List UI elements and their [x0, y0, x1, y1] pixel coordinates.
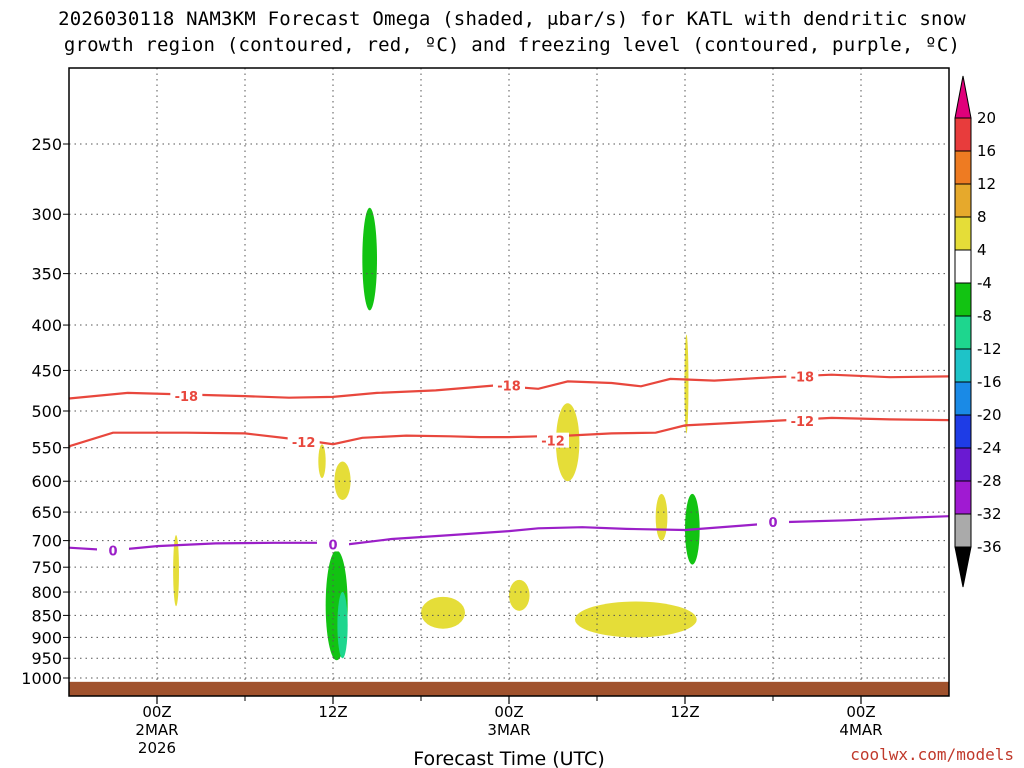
contour-lines: 0 0 0 -18 -18 -18 -12 -12 -12	[68, 368, 950, 559]
omega-region-7	[421, 596, 465, 629]
colorbar: 20 16 12 8 4 -4 -8 -12 -16 -20 -24 -28 -32 -36	[954, 75, 1002, 588]
chart-title-line-1: 2026030118 NAM3KM Forecast Omega (shaded…	[58, 8, 966, 30]
colorbar-swatch-4	[954, 216, 972, 251]
colorbar-label-10: -24	[977, 439, 1002, 457]
colorbar-swatch-9	[954, 381, 972, 416]
colorbar-bottom-arrow	[954, 546, 972, 588]
y-tick-label-500: 500	[31, 402, 62, 421]
colorbar-label-7: -12	[977, 340, 1002, 358]
contour-label-bg-2-1	[537, 432, 569, 448]
colorbar-label-12: -32	[977, 505, 1002, 523]
colorbar-swatch-7	[954, 315, 972, 350]
colorbar-label-5: -4	[977, 274, 992, 292]
ground-surface	[69, 681, 949, 696]
omega-region-8	[509, 579, 530, 611]
contour-label-bg-0-1	[317, 536, 349, 552]
contour-label-bg-1-0	[170, 388, 203, 404]
y-tick-label-900: 900	[31, 628, 62, 647]
colorbar-label-3: 8	[977, 208, 987, 226]
colorbar-top-arrow	[954, 75, 972, 119]
x-tick-year-0: 2026	[138, 739, 176, 757]
y-tick-label-700: 700	[31, 532, 62, 551]
y-tick-label-650: 650	[31, 503, 62, 522]
y-tick-label-600: 600	[31, 472, 62, 491]
contour-label-bg-2-0	[287, 434, 320, 450]
contour-label-2-0: -12	[292, 436, 316, 451]
colorbar-swatch-6	[954, 282, 972, 317]
omega-region-12	[684, 334, 689, 434]
x-tick-label-0: 00Z	[142, 703, 171, 721]
y-tick-label-400: 400	[31, 316, 62, 335]
grid-lines	[69, 68, 949, 696]
colorbar-label-4: 4	[977, 241, 987, 259]
x-tick-label-4: 00Z	[846, 703, 875, 721]
omega-region-5	[318, 444, 326, 479]
omega-region-0	[362, 207, 377, 311]
omega-region-10	[575, 601, 697, 638]
x-tick-date-2: 3MAR	[487, 721, 530, 739]
x-tick-date-0: 2MAR	[135, 721, 178, 739]
x-tick-date-4: 4MAR	[839, 721, 882, 739]
omega-region-11	[655, 493, 668, 541]
x-tick-label-2: 00Z	[494, 703, 523, 721]
y-tick-label-850: 850	[31, 606, 62, 625]
colorbar-swatch-11	[954, 447, 972, 482]
contour-label-0-1: 0	[328, 538, 337, 553]
colorbar-label-9: -20	[977, 406, 1002, 424]
y-tick-label-950: 950	[31, 649, 62, 668]
colorbar-label-6: -8	[977, 307, 992, 325]
colorbar-swatch-3	[954, 183, 972, 218]
contour-label-1-2: -18	[791, 370, 815, 385]
colorbar-swatch-13	[954, 513, 972, 548]
contour-label-1-0: -18	[175, 390, 199, 405]
contour-label-bg-2-2	[786, 412, 819, 428]
y-tick-label-1000: 1000	[21, 669, 62, 688]
contour-label-bg-0-0	[97, 542, 129, 558]
colorbar-label-2: 12	[977, 175, 996, 193]
colorbar-label-0: 20	[977, 109, 996, 127]
x-tick-label-3: 12Z	[670, 703, 699, 721]
colorbar-swatch-1	[954, 117, 972, 152]
y-axis: 250 300 350 400 450 500 550 600 650 700 750 800 850 9…	[21, 135, 69, 688]
colorbar-label-1: 16	[977, 142, 996, 160]
y-tick-label-300: 300	[31, 205, 62, 224]
colorbar-swatch-8	[954, 348, 972, 383]
contour-label-bg-1-1	[493, 377, 525, 393]
contour-label-bg-0-2	[757, 514, 789, 530]
credit-link[interactable]: coolwx.com/models	[850, 745, 1014, 764]
omega-region-4	[173, 535, 179, 607]
chart-title-line-2: growth region (contoured, red, ºC) and f…	[63, 34, 961, 56]
colorbar-swatch-2	[954, 150, 972, 185]
omega-region-6	[334, 461, 351, 501]
colorbar-label-8: -16	[977, 373, 1002, 391]
colorbar-swatch-10	[954, 414, 972, 449]
x-axis-label: Forecast Time (UTC)	[413, 748, 604, 768]
contour-label-0-2: 0	[768, 516, 777, 531]
contour--12-2	[68, 416, 950, 448]
y-tick-label-800: 800	[31, 583, 62, 602]
y-tick-label-450: 450	[31, 361, 62, 380]
y-tick-label-350: 350	[31, 265, 62, 284]
x-tick-label-1: 12Z	[318, 703, 347, 721]
contour--18-1	[68, 373, 950, 400]
y-tick-label-550: 550	[31, 439, 62, 458]
colorbar-label-13: -36	[977, 538, 1002, 556]
colorbar-swatch-5	[954, 249, 972, 284]
colorbar-label-11: -28	[977, 472, 1002, 490]
contour-label-bg-1-2	[786, 368, 819, 384]
y-tick-label-250: 250	[31, 135, 62, 154]
omega-region-2	[337, 592, 348, 659]
contour-label-2-2: -12	[791, 415, 815, 430]
colorbar-swatch-12	[954, 480, 972, 515]
contour-label-2-1: -12	[541, 435, 565, 450]
contour-label-1-1: -18	[497, 380, 521, 395]
y-tick-label-750: 750	[31, 558, 62, 577]
contour-label-0-0: 0	[108, 544, 117, 559]
